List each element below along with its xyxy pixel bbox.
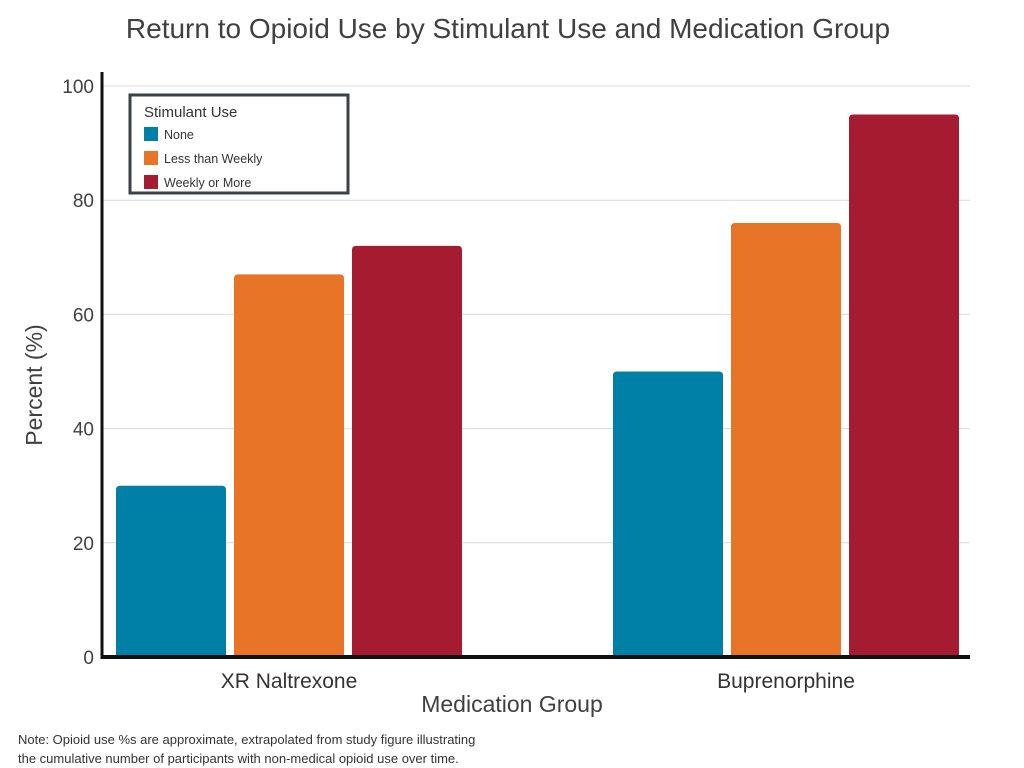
- bar-buprenorphine-none: [613, 371, 723, 657]
- footnote: Note: Opioid use %s are approximate, ext…: [18, 730, 618, 768]
- legend-swatch: [144, 175, 158, 189]
- legend-swatch: [144, 151, 158, 165]
- axes: [100, 72, 970, 659]
- x-tick-label: XR Naltrexone: [221, 670, 358, 693]
- legend-swatch: [144, 127, 158, 141]
- y-tick-label: 80: [73, 191, 94, 212]
- legend-entry: Less than Weekly: [164, 152, 263, 166]
- x-axis-label: Medication Group: [421, 691, 603, 717]
- bar-xr-naltrexone-none: [116, 485, 226, 657]
- bar-buprenorphine-less-than-weekly: [731, 223, 841, 658]
- y-tick-label: 100: [62, 77, 94, 98]
- footnote-line-2: the cumulative number of participants wi…: [18, 751, 459, 766]
- y-tick-label: 0: [83, 648, 94, 669]
- y-tick-label: 20: [73, 534, 94, 555]
- footnote-line-1: Note: Opioid use %s are approximate, ext…: [18, 732, 476, 747]
- y-tick-label: 60: [73, 305, 94, 326]
- chart-title: Return to Opioid Use by Stimulant Use an…: [126, 13, 890, 44]
- bar-chart: Return to Opioid Use by Stimulant Use an…: [21, 13, 970, 717]
- y-axis-label: Percent (%): [21, 324, 47, 445]
- legend-entry: None: [164, 128, 194, 142]
- bar-xr-naltrexone-weekly-or-more: [352, 245, 462, 657]
- x-tick-label: Buprenorphine: [717, 670, 855, 693]
- y-tick-label: 40: [73, 420, 94, 441]
- legend: Stimulant Use None Less than Weekly Weekly …: [128, 93, 350, 195]
- legend-box: [128, 93, 350, 195]
- bars: [116, 114, 959, 658]
- legend-title: Stimulant Use: [144, 104, 237, 121]
- bar-xr-naltrexone-less-than-weekly: [234, 274, 344, 657]
- legend-entry: Weekly or More: [164, 176, 251, 190]
- tick-labels: 0 20 40 60 80 100 XR Naltrexone Buprenorphine: [62, 77, 855, 693]
- bar-buprenorphine-weekly-or-more: [849, 114, 959, 658]
